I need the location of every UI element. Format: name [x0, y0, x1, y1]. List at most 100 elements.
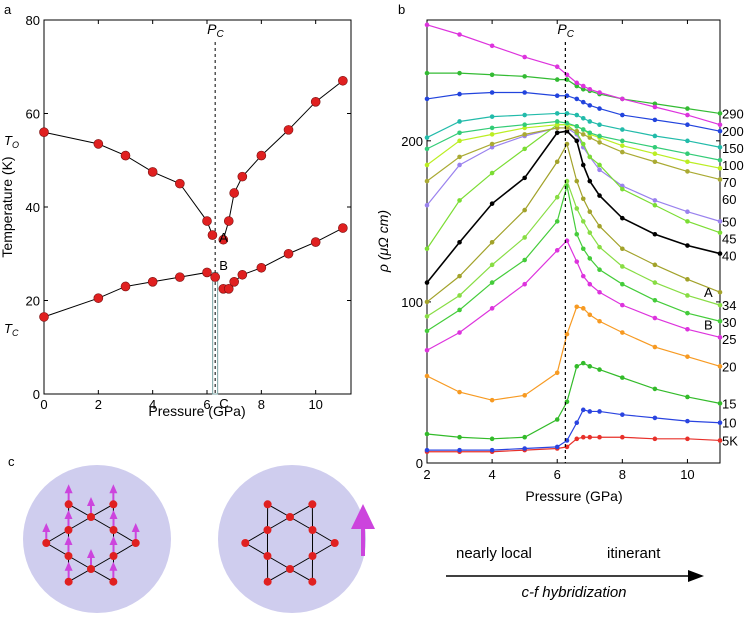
b-series-point: [652, 144, 658, 150]
pc-label-b: PC: [557, 21, 574, 40]
b-series-point: [522, 90, 527, 95]
a-xtick-label: 4: [149, 397, 156, 412]
b-series-point: [457, 198, 462, 203]
bond: [90, 568, 114, 583]
b-series-point: [717, 364, 723, 369]
b-series-point: [620, 264, 625, 269]
a-point-T_C: [256, 262, 267, 273]
b-series-point: [620, 215, 625, 221]
b-series-point: [424, 314, 430, 319]
b-series-point: [717, 335, 723, 340]
atom: [241, 539, 250, 547]
b-series-point: [597, 367, 602, 372]
b-series-point: [717, 157, 723, 163]
spin-arrowhead-icon: [87, 497, 95, 506]
a-curve-T_C-high: [223, 227, 344, 290]
b-series-line-25: [426, 239, 721, 351]
a-ytick-label: 80: [26, 13, 40, 28]
b-series-point: [652, 133, 658, 139]
b-series-point: [597, 122, 602, 128]
a-curve-T_O-low: [43, 131, 213, 236]
b-series-point: [489, 280, 495, 285]
a-xtick-label: 2: [95, 397, 102, 412]
b-series-point: [685, 310, 690, 316]
atom: [64, 552, 73, 560]
a-point-T_O: [147, 167, 158, 177]
b-series-point: [620, 330, 625, 335]
bond: [267, 516, 291, 531]
b-series-point: [717, 219, 723, 224]
b-series-point: [685, 169, 690, 174]
b-series-point: [597, 409, 602, 414]
b-series-point: [587, 281, 593, 287]
b-series-point: [620, 375, 625, 380]
b-series-point: [574, 80, 580, 86]
b-series-point: [489, 447, 495, 453]
b-series-line-20: [426, 306, 721, 401]
chart-a-xlabel: Pressure (GPa): [148, 403, 245, 419]
b-series-label: 5K: [722, 433, 738, 448]
b-series-point: [717, 144, 723, 150]
b-series-point: [580, 273, 586, 279]
b-series-line-A: [426, 142, 721, 303]
b-series-line-100: [426, 120, 721, 161]
b-series-point: [554, 370, 560, 376]
b-series-point: [685, 418, 690, 424]
b-series-point: [574, 128, 580, 134]
b-series-label: 25: [722, 332, 736, 347]
b-series-point: [685, 436, 690, 442]
a-curve-T_O-high: [222, 80, 344, 240]
a-point-T_C: [237, 269, 248, 280]
a-point-T_O: [310, 97, 321, 107]
chart-b-ylabel: ρ (μΩ cm): [375, 210, 391, 273]
b-series-point: [587, 119, 593, 124]
b-series-point: [587, 154, 593, 160]
a-point-label: A: [219, 230, 228, 245]
b-series-label: 50: [722, 214, 736, 229]
b-series-point: [574, 112, 580, 118]
b-series-point: [652, 104, 658, 110]
b-series-line-45: [426, 124, 721, 250]
b-series-point: [554, 130, 560, 136]
a-ytick-label: 60: [26, 107, 40, 122]
b-series-point: [554, 122, 560, 128]
b-series-point: [580, 115, 586, 121]
spin-arrowhead-icon: [42, 523, 51, 532]
b-series-point: [580, 99, 586, 105]
b-series-point: [424, 202, 430, 208]
bond: [90, 555, 114, 570]
b-series-point: [717, 177, 723, 182]
a-point-T_C: [210, 272, 220, 282]
b-series-point: [652, 436, 658, 442]
b-series-line-34: [426, 179, 721, 317]
b-series-point: [457, 119, 462, 124]
b-series-label: 45: [722, 231, 736, 246]
pc-label: PC: [207, 21, 224, 40]
b-series-point: [685, 277, 690, 282]
b-series-point: [522, 393, 527, 398]
kagome-diagram: [23, 465, 375, 613]
b-series-point: [620, 96, 625, 102]
a-point-T_O: [93, 139, 104, 149]
b-series-point: [580, 434, 586, 440]
b-series-point: [620, 149, 625, 155]
b-series-point: [574, 178, 580, 184]
b-series-point: [574, 124, 580, 129]
b-series-point: [717, 401, 723, 406]
b-series-point: [587, 230, 593, 235]
b-series-line-15: [426, 362, 721, 440]
a-point-T_O: [39, 127, 49, 137]
b-series-label: 70: [722, 175, 736, 190]
b-series-point: [457, 91, 462, 97]
b-series-line-5K: [427, 436, 721, 453]
bond: [46, 529, 69, 544]
b-series-point: [652, 386, 658, 392]
b-series-point: [587, 86, 593, 92]
b-series-point: [580, 132, 586, 137]
b-series-point: [717, 302, 723, 308]
a-point-T_C: [283, 248, 294, 259]
spin-arrowhead-icon: [64, 510, 73, 519]
b-series-label: 15: [722, 396, 736, 411]
b-series-point: [489, 72, 495, 78]
atom: [308, 526, 317, 534]
